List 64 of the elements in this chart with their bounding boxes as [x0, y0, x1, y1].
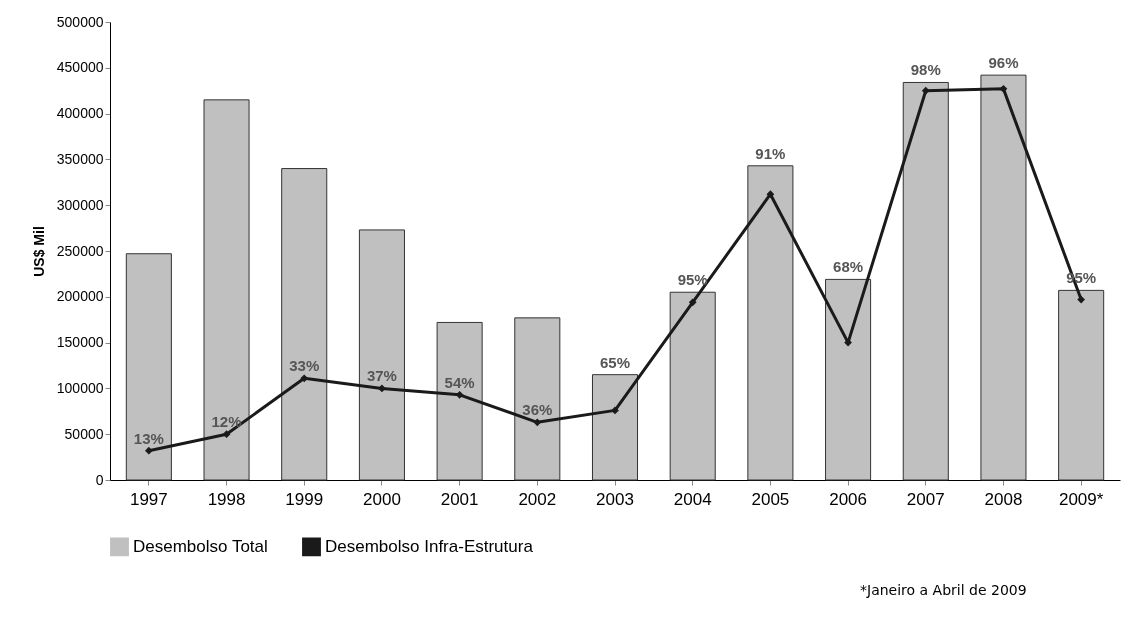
annotation: 65%: [599, 353, 631, 371]
bar: [125, 253, 172, 481]
bar: [591, 374, 639, 481]
point: [378, 384, 386, 393]
annotation: 36%: [522, 401, 553, 419]
point: [999, 84, 1008, 93]
x-tick-label: 2000: [363, 489, 401, 509]
point: [144, 446, 153, 455]
annotation: 98%: [910, 61, 941, 79]
bar: [825, 278, 872, 481]
y-tick-label: 100000: [56, 379, 104, 396]
bar: [514, 317, 561, 481]
annotation: 33%: [289, 357, 320, 375]
x-tick-label: 2001: [440, 489, 479, 509]
point: [533, 418, 542, 427]
y-tick-label: 0: [95, 471, 104, 488]
point: [1077, 295, 1086, 304]
x-tick-label: 1997: [129, 489, 168, 509]
point: [921, 86, 930, 95]
y-tick-label: 300000: [56, 196, 104, 213]
annotation: 95%: [677, 271, 708, 289]
bar: [980, 74, 1027, 481]
bar: [203, 99, 250, 481]
y-tick-label: 500000: [56, 13, 104, 30]
bar: [902, 81, 949, 481]
x-tick-label: 2002: [518, 489, 557, 509]
annotation: 68%: [833, 258, 864, 276]
y-tick-label: 50000: [64, 425, 104, 442]
annotation: 91%: [755, 144, 786, 162]
point: [688, 298, 697, 307]
annotation: 54%: [444, 373, 475, 391]
x-tick-label: 2008: [984, 489, 1023, 509]
x-tick-label: 2009*: [1058, 489, 1104, 509]
text: *Janeiro a Abril de 2009: [860, 582, 1027, 598]
bar: [281, 168, 328, 481]
y-tick-label: 250000: [56, 242, 104, 259]
point: [222, 430, 231, 439]
y-tick-label: 200000: [56, 288, 104, 305]
bar: [1058, 289, 1105, 481]
y-tick-label: 450000: [56, 59, 104, 76]
bar: [358, 229, 405, 481]
x-tick-label: 2004: [673, 489, 712, 509]
x-tick-label: 2007: [906, 489, 945, 509]
point: [766, 190, 775, 199]
annotation: 96%: [988, 54, 1019, 72]
x-tick-label: 1999: [285, 489, 324, 509]
x-tick-label: 2006: [829, 489, 867, 509]
point: [300, 374, 309, 383]
annotation: 12%: [211, 413, 242, 431]
x-tick-label: 1998: [207, 489, 246, 509]
annotation: 13%: [133, 429, 164, 447]
bar: [436, 321, 483, 481]
bar: [747, 165, 794, 481]
y-tick-label: 350000: [56, 150, 104, 167]
y-tick-label: 400000: [56, 105, 104, 122]
legend-label: Desembolso Infra-Estrutura: [325, 536, 534, 556]
x-tick-label: 2003: [596, 489, 634, 509]
y-tick-label: 150000: [56, 334, 104, 351]
x-tick-label: 2005: [751, 489, 790, 509]
bar: [669, 291, 716, 481]
annotation: 37%: [366, 367, 397, 385]
legend-label: Desembolso Total: [133, 536, 268, 556]
point: [611, 406, 619, 415]
y-axis-title: US$ Mil: [30, 226, 47, 277]
